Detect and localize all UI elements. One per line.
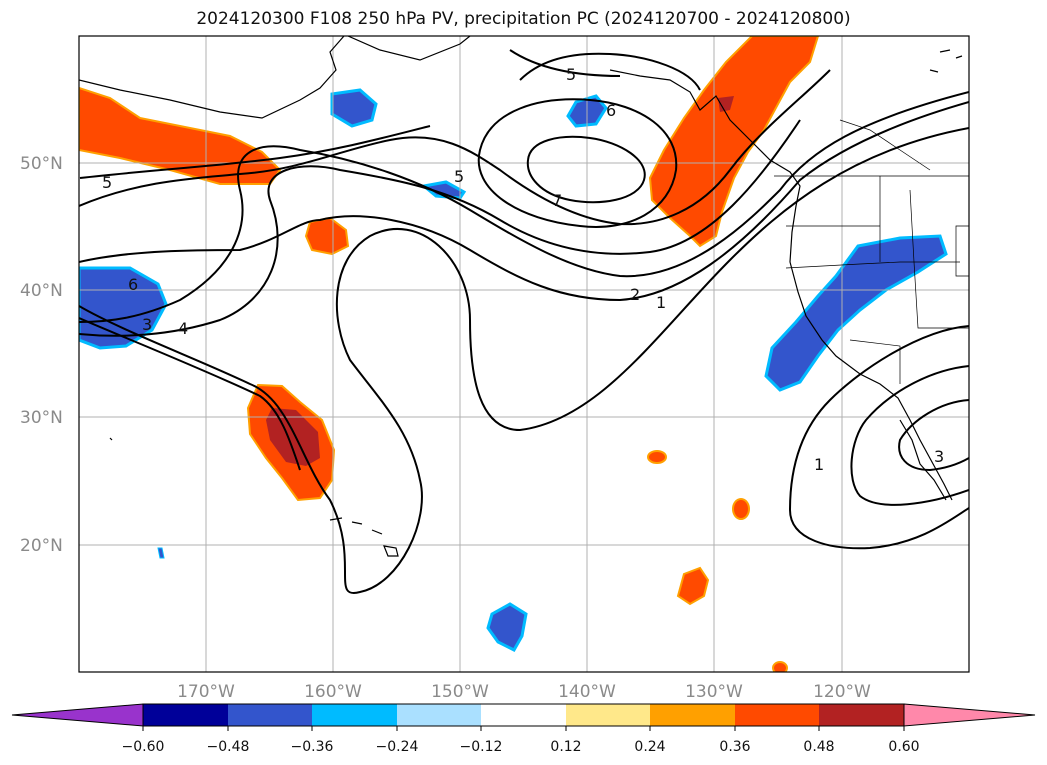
precip-negative-region [330, 88, 378, 128]
colorbar-tick-label: 0.36 [719, 739, 750, 755]
colorbar-segment [228, 704, 312, 726]
precip-negative-region [486, 602, 528, 652]
lat-label: 40°N [20, 281, 63, 301]
precip-strong-core [266, 408, 320, 466]
contour-label: 1 [814, 455, 824, 474]
colorbar-tick-label: −0.60 [122, 739, 165, 755]
colorbar-segment [735, 704, 819, 726]
colorbar-tick-label: 0.24 [634, 739, 665, 755]
precipitation-shading [79, 36, 948, 672]
lat-label: 20°N [20, 536, 63, 556]
colorbar-extend-high [903, 703, 1036, 727]
lon-label: 130°W [685, 682, 743, 702]
contour-label: 6 [128, 275, 138, 294]
colorbar-segment [312, 704, 397, 726]
map-title: 2024120300 F108 250 hPa PV, precipitatio… [196, 9, 851, 29]
map-frame [78, 35, 970, 673]
colorbar-tick-label: 0.60 [888, 739, 919, 755]
precip-positive-region [772, 661, 788, 672]
colorbar-extend-low [11, 703, 144, 727]
map-background [79, 36, 969, 672]
longitude-labels: 170°W 160°W 150°W 140°W 130°W 120°W [177, 682, 871, 702]
lon-label: 170°W [177, 682, 235, 702]
latitude-labels: 50°N 40°N 30°N 20°N [20, 154, 63, 556]
colorbar-tick-label: −0.36 [291, 739, 334, 755]
colorbar-frame [142, 703, 905, 727]
contour-label: 2 [630, 285, 640, 304]
colorbar-tick-label: 0.12 [550, 739, 581, 755]
precip-positive-region [732, 498, 750, 520]
contour-label: 1 [656, 293, 666, 312]
political-borders [774, 119, 969, 384]
colorbar-segment [397, 704, 481, 726]
colorbar-tick-label: 0.48 [803, 739, 834, 755]
colorbar-tick-label: −0.24 [376, 739, 419, 755]
contour-label: 5 [102, 173, 112, 192]
pv-contours [79, 49, 969, 594]
colorbar: −0.60 −0.48 −0.36 −0.24 −0.12 0.12 0.24 … [11, 703, 1036, 755]
precip-positive-region [648, 36, 820, 248]
colorbar-segment [566, 704, 650, 726]
colorbar-tick-label: −0.12 [460, 739, 503, 755]
contour-label: 4 [178, 319, 188, 338]
lat-label: 50°N [20, 154, 63, 174]
precip-positive-region [79, 86, 282, 185]
precip-negative-region [764, 234, 948, 392]
lon-label: 120°W [813, 682, 871, 702]
contour-label: 3 [934, 447, 944, 466]
contour-label: 5 [454, 167, 464, 186]
colorbar-segment [650, 704, 735, 726]
colorbar-tick-label: −0.48 [207, 739, 250, 755]
contour-label: 5 [566, 65, 576, 84]
lon-label: 150°W [431, 682, 489, 702]
map-content: 5 6 7 5 6 4 3 2 1 1 3 5 [79, 36, 969, 672]
precip-negative-region [420, 180, 467, 200]
colorbar-segment [143, 704, 228, 726]
precip-strong-core [718, 96, 734, 112]
precip-positive-region [647, 450, 667, 464]
graticule [79, 36, 969, 672]
coastlines [79, 36, 963, 557]
contour-labels: 5 6 7 5 6 4 3 2 1 1 3 5 [102, 65, 944, 474]
lon-label: 140°W [558, 682, 616, 702]
colorbar-segment [819, 704, 904, 726]
lon-label: 160°W [304, 682, 362, 702]
contour-label: 3 [142, 315, 152, 334]
precip-positive-region [676, 566, 710, 606]
colorbar-segment [481, 704, 566, 726]
contour-label: 7 [552, 191, 562, 210]
colorbar-ticks [142, 726, 905, 731]
contour-label: 6 [606, 101, 616, 120]
lat-label: 30°N [20, 408, 63, 428]
precip-negative-region [157, 547, 165, 559]
